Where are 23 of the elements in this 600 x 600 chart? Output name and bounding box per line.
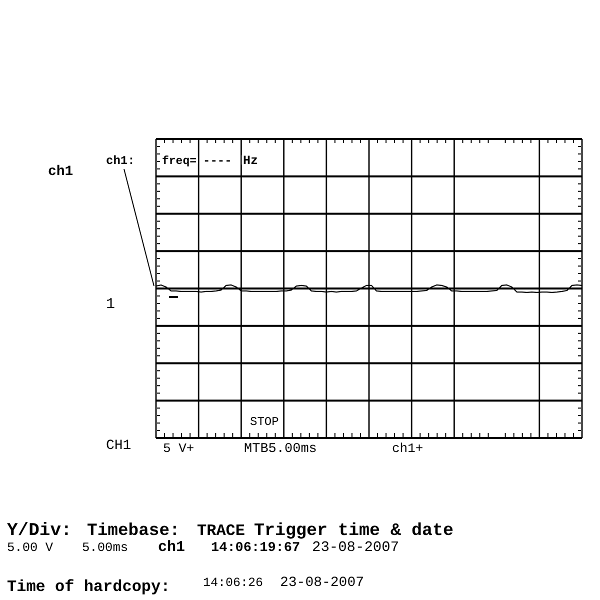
text: 1 [106,296,116,313]
text: CH1 [106,438,132,454]
text: 14:06:26 [203,576,264,590]
text: 5.00ms [82,540,128,555]
text: ---- [203,154,232,168]
annotation: STOP [250,415,279,429]
text: Time of hardcopy: [7,578,170,596]
text: ch1 [48,164,74,180]
text: ch1+ [392,441,424,456]
text: 14:06:19:67 [211,541,300,556]
text: 23-08-2007 [280,575,364,591]
text: freq= [162,155,197,168]
text: Hz [243,154,258,168]
text: Timebase: [87,522,180,541]
text: Y/Div: [7,521,72,541]
text: MTB5.00ms [244,442,317,457]
text: 23-08-2007 [312,540,400,556]
text: 5.00 V [7,540,54,555]
text: ch1: [106,154,135,168]
text: 5 V+ [163,441,194,456]
text: TRACE [197,522,246,540]
text: ch1 [158,539,186,556]
text: Trigger time & date [254,521,454,541]
